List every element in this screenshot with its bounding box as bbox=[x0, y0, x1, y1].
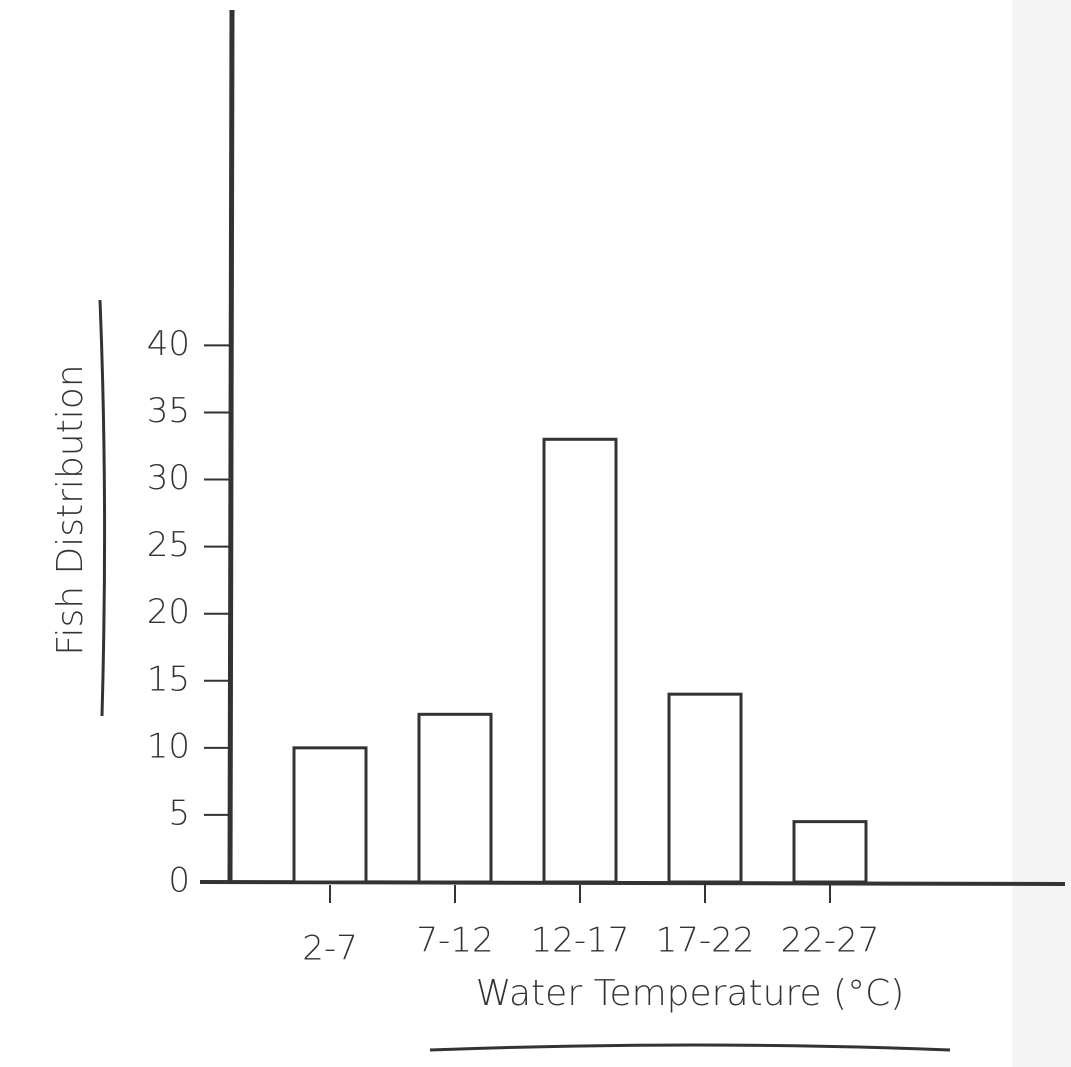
y-tick-label: 35 bbox=[147, 391, 190, 431]
y-tick-label: 10 bbox=[147, 726, 190, 766]
y-tick-label: 5 bbox=[168, 793, 190, 833]
x-axis-title: Water Temperature (°C) bbox=[476, 973, 905, 1014]
x-tick-label: 22-27 bbox=[781, 921, 880, 961]
y-tick-label: 15 bbox=[147, 659, 190, 699]
x-tick-label: 7-12 bbox=[416, 921, 493, 961]
bar bbox=[792, 820, 868, 884]
x-title-underline bbox=[429, 1043, 951, 1052]
bar bbox=[667, 692, 743, 884]
y-axis-title: Fish Distribution bbox=[50, 364, 91, 655]
y-axis bbox=[227, 9, 235, 883]
x-tick-label: 12-17 bbox=[531, 921, 630, 961]
x-tick-label: 2-7 bbox=[302, 929, 358, 969]
x-tick-label: 17-22 bbox=[656, 921, 755, 961]
bar bbox=[542, 437, 618, 884]
y-title-underline bbox=[98, 299, 107, 717]
y-tick-label: 20 bbox=[147, 592, 190, 632]
y-tick-label: 25 bbox=[147, 525, 190, 565]
y-tick-label: 0 bbox=[168, 861, 190, 901]
paper-edge bbox=[1012, 0, 1071, 1067]
bar bbox=[292, 746, 368, 884]
y-tick-label: 40 bbox=[147, 324, 190, 364]
y-tick-label: 30 bbox=[147, 458, 190, 498]
bar bbox=[417, 712, 493, 884]
